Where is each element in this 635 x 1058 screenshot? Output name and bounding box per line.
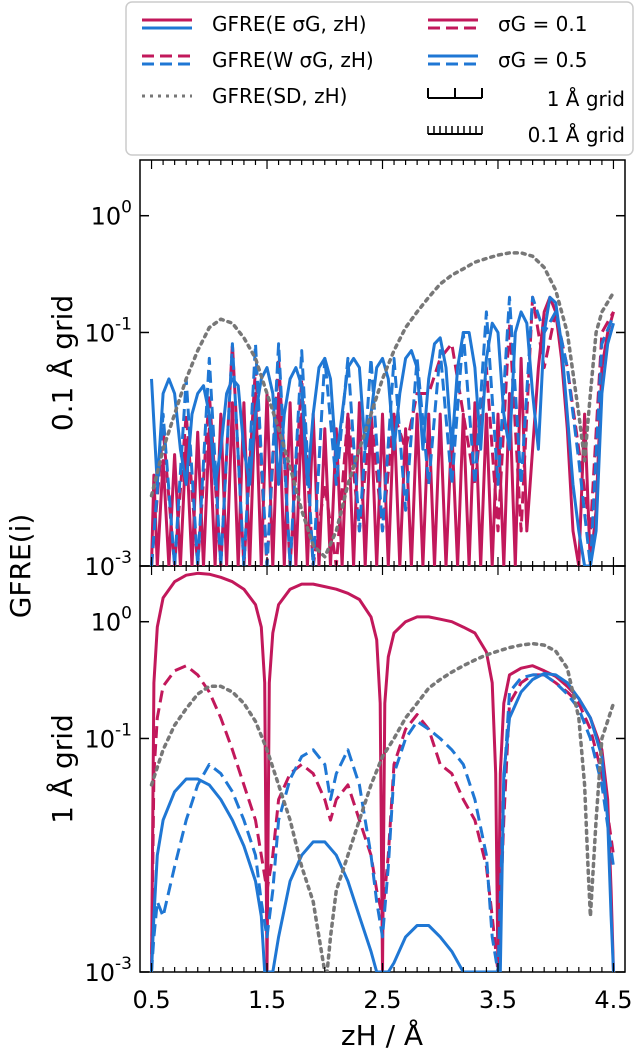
series-line (150, 672, 615, 972)
y-tick-label-exponent: -3 (115, 954, 132, 974)
y-tick-label-base: 10 (85, 725, 116, 753)
panel-2-series (149, 571, 616, 972)
y-tick-label-exponent: 0 (121, 198, 132, 218)
x-tick-label: 4.5 (594, 986, 632, 1014)
y-tick-label-base: 10 (85, 319, 116, 347)
y-tick-label-base: 10 (91, 609, 122, 637)
series-line (150, 295, 615, 566)
y-tick-label-base: 10 (91, 203, 122, 231)
legend-label-grid-fine: 0.1 Å grid (528, 123, 625, 147)
legend-entries: GFRE(E σG, zH) GFRE(W σG, zH) GFRE(SD, zH)… (142, 12, 625, 147)
y-tick-label: 10-1 (85, 314, 133, 347)
series-line (149, 641, 616, 972)
x-tick-label: 1.5 (248, 986, 286, 1014)
y-tick-label: 10-1 (85, 720, 133, 753)
legend-label-w: GFRE(W σG, zH) (212, 48, 374, 72)
legend-label-sd: GFRE(SD, zH) (212, 84, 348, 108)
legend-label-sigma05: σG = 0.5 (498, 48, 587, 72)
y-tick-label: 10-3 (85, 954, 133, 987)
panel-label: 0.1 Å grid (45, 295, 79, 431)
legend-label-e: GFRE(E σG, zH) (212, 12, 367, 36)
series-line (150, 571, 615, 972)
y-tick-label-base: 10 (85, 959, 116, 987)
x-axis-label: zH / Å (341, 1018, 423, 1052)
shared-ylabel: GFRE(i) (4, 514, 37, 619)
y-tick-label-exponent: -1 (115, 720, 132, 740)
legend-label-sigma01: σG = 0.1 (498, 12, 587, 36)
x-tick-label: 3.5 (479, 986, 517, 1014)
y-tick-label-base: 10 (85, 553, 116, 581)
series-line (149, 251, 616, 559)
legend-label-grid-coarse: 1 Å grid (547, 87, 625, 111)
panel-label: 1 Å grid (45, 714, 79, 824)
y-tick-label-exponent: 0 (121, 604, 132, 624)
plot-layer (149, 251, 616, 972)
legend (125, 1, 634, 156)
panel-1-series (149, 251, 616, 566)
y-tick-label-exponent: -3 (115, 548, 132, 568)
series-line (150, 295, 615, 566)
y-tick-label: 100 (91, 604, 132, 637)
series-line (150, 673, 615, 972)
y-tick-label: 10-3 (85, 548, 133, 581)
x-tick-label: 2.5 (363, 986, 401, 1014)
x-tick-label: 0.5 (132, 986, 170, 1014)
y-tick-label-exponent: -1 (115, 314, 132, 334)
y-tick-label: 100 (91, 198, 132, 231)
